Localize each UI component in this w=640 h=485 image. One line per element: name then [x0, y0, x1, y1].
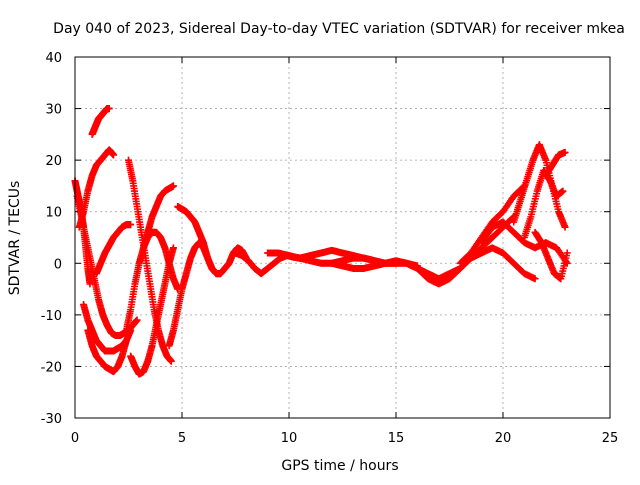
y-tick-label: -10 [41, 309, 62, 324]
y-tick-label: 30 [45, 103, 62, 118]
x-tick-label: 0 [71, 431, 79, 446]
tick-labels: 0 5 10 15 20 25 -30 -20 -10 0 10 20 30 40 [41, 51, 619, 446]
y-tick-label: -20 [41, 360, 62, 375]
data-point [531, 275, 539, 283]
data-point [105, 105, 113, 113]
y-tick-label: 10 [45, 206, 62, 221]
chart-title: Day 040 of 2023, Sidereal Day-to-day VTE… [53, 21, 625, 37]
data-point [169, 182, 177, 190]
x-axis-label: GPS time / hours [281, 458, 398, 474]
plot-frame [74, 56, 611, 419]
data-point [127, 221, 135, 229]
data-point [169, 244, 177, 252]
x-tick-label: 10 [281, 431, 298, 446]
y-axis-label: SDTVAR / TECUs [7, 181, 23, 296]
data-point [563, 249, 571, 257]
y-tick-label: 20 [45, 154, 62, 169]
data-point [86, 280, 94, 288]
data-points [71, 105, 571, 378]
data-point [110, 151, 118, 159]
data-point [122, 337, 130, 345]
y-tick-label: 0 [54, 257, 62, 272]
x-tick-label: 20 [495, 431, 512, 446]
x-tick-label: 5 [178, 431, 186, 446]
grid [75, 57, 610, 418]
y-tick-label: 40 [45, 51, 62, 66]
data-point [133, 316, 141, 324]
data-point [561, 148, 569, 156]
axis-ticks [74, 56, 611, 419]
data-point [561, 223, 569, 231]
y-tick-label: -30 [41, 412, 62, 427]
x-tick-label: 15 [388, 431, 405, 446]
x-tick-label: 25 [602, 431, 619, 446]
data-point [167, 357, 175, 365]
data-point [559, 187, 567, 195]
